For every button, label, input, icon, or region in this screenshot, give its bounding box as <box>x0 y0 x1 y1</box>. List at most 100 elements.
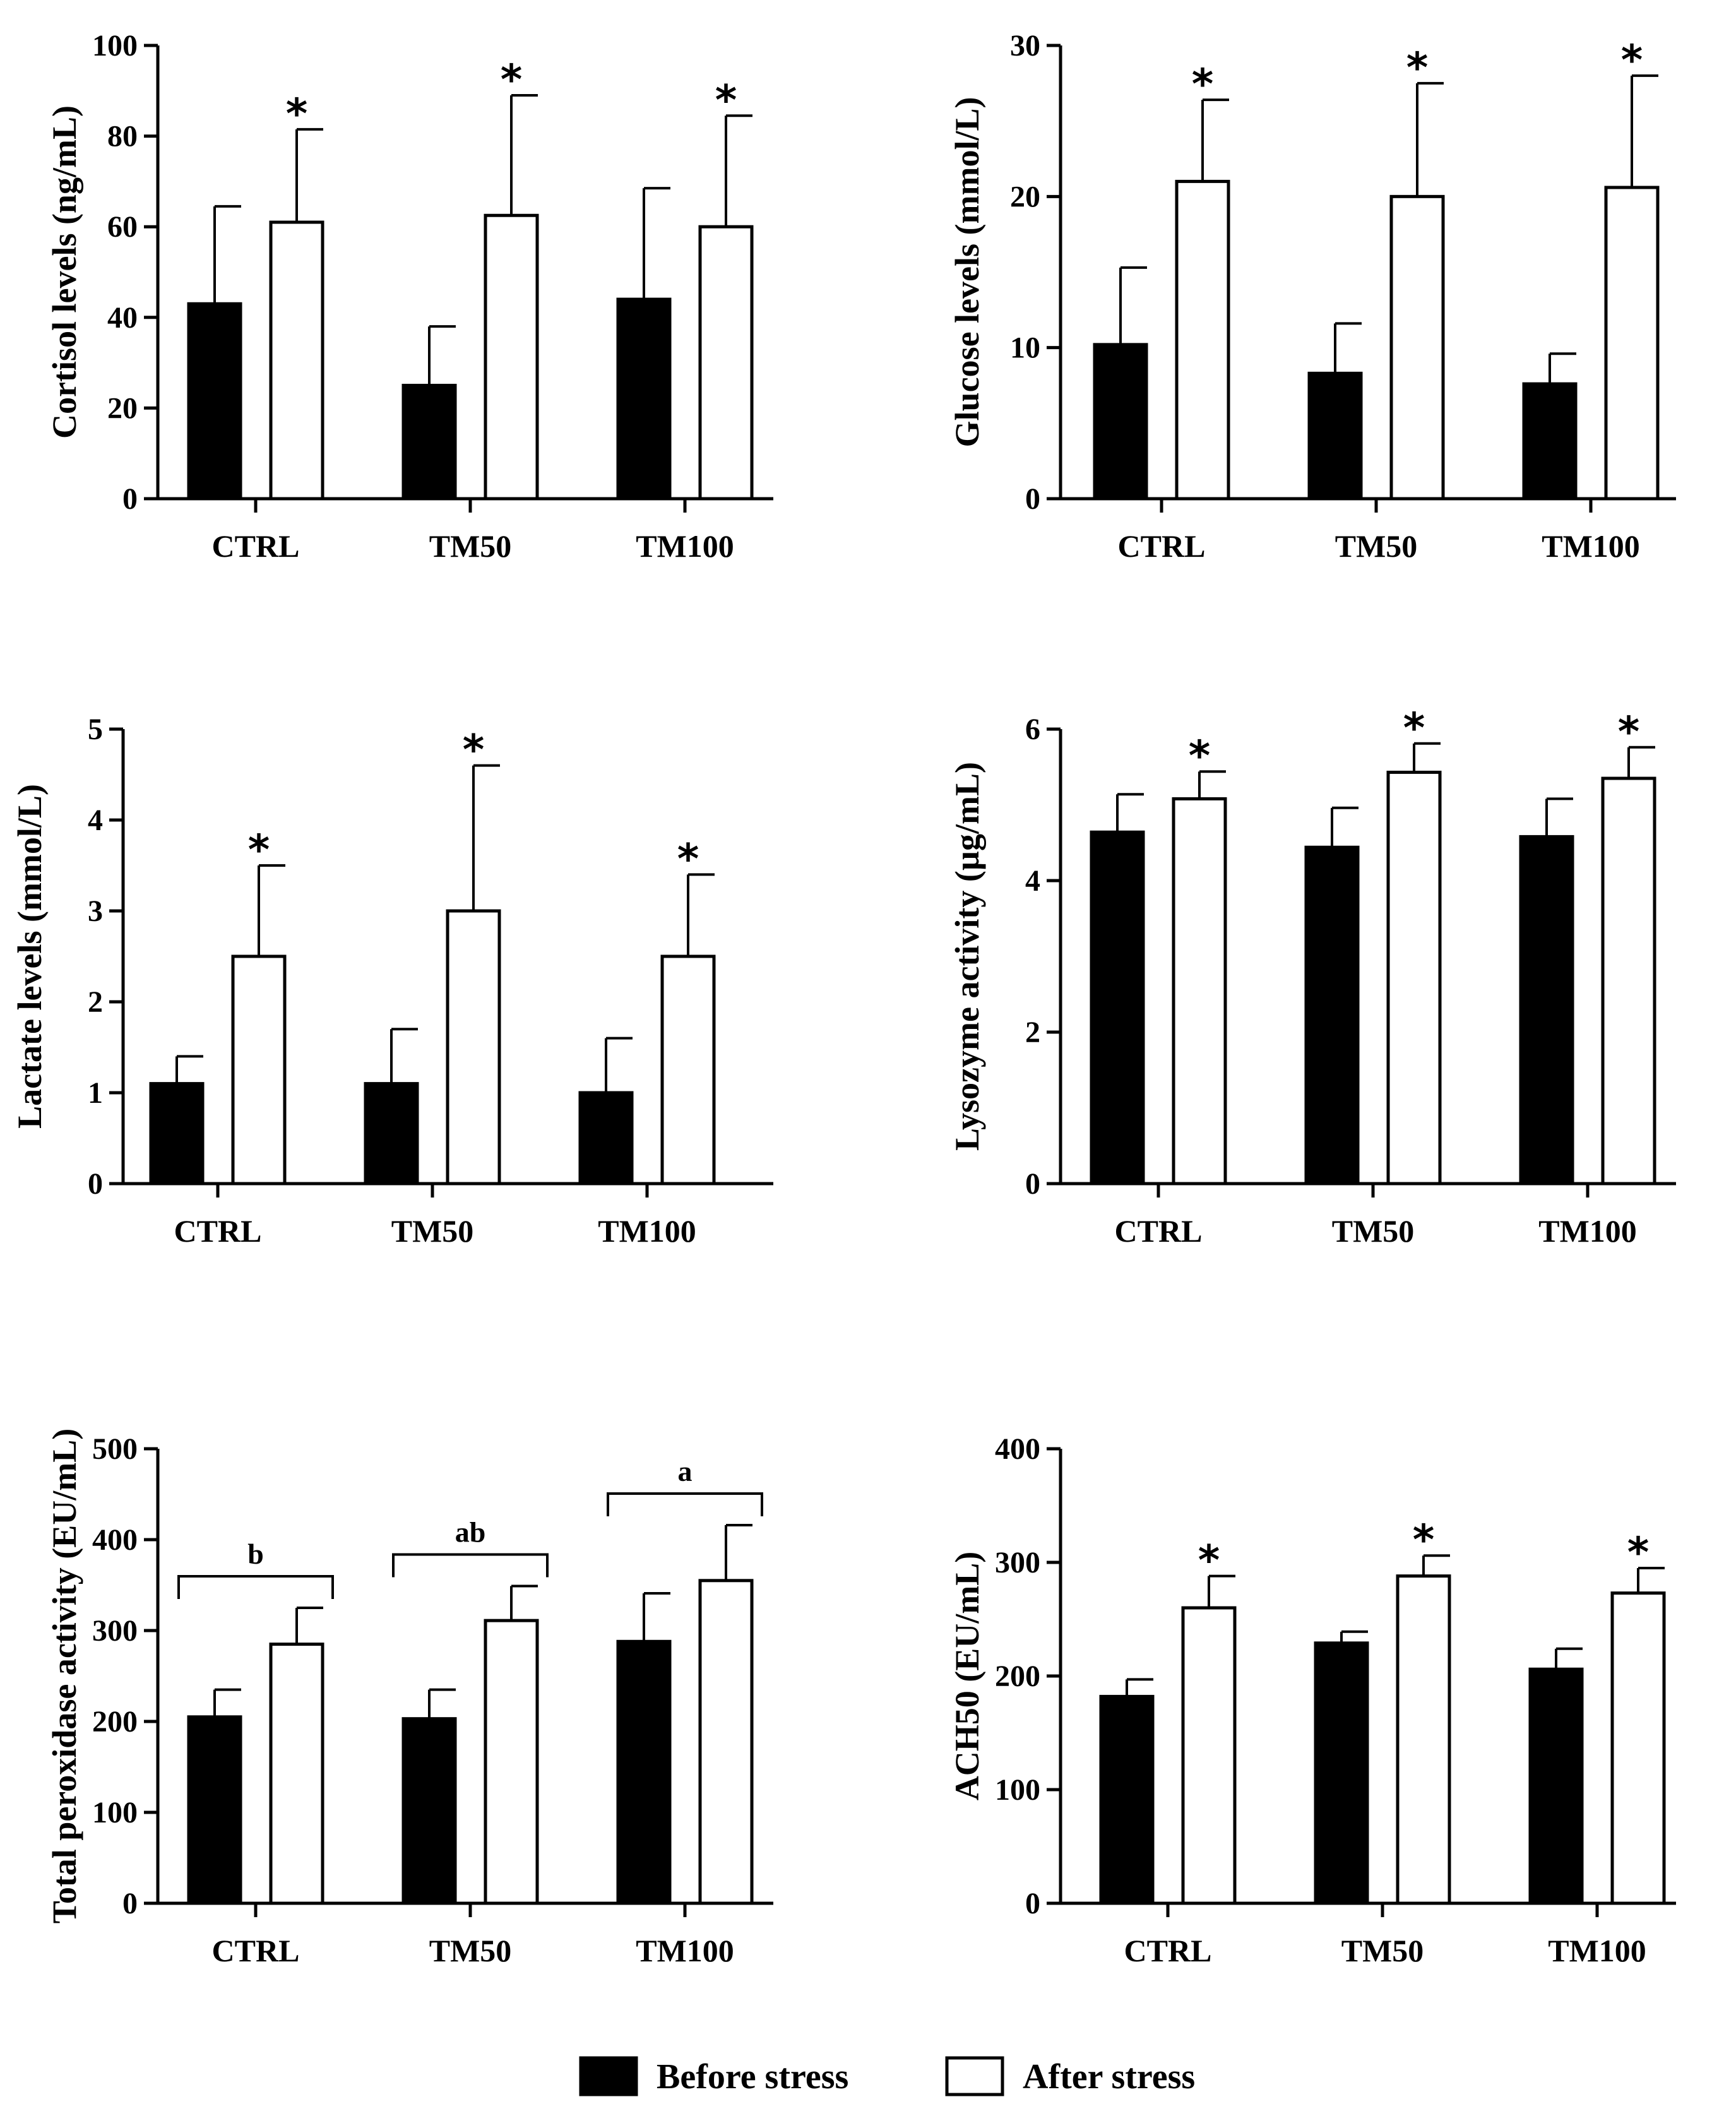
chart-panels: Cortisol levels (ng/mL)020406080100CTRL*… <box>11 29 1676 1968</box>
significance-marker: * <box>1621 36 1643 85</box>
y-tick-label: 100 <box>92 1796 138 1829</box>
y-tick-label: 20 <box>1010 180 1040 213</box>
y-tick-label: 300 <box>92 1614 138 1648</box>
bar-after-stress <box>1386 770 1442 1186</box>
chart-panel-2: Glucose levels (mmol/L) 0 10 20 30 CTRL * TM50 *… <box>948 29 1676 564</box>
chart-panel-1: Cortisol levels (ng/mL) 0 20 40 60 80 100 CTRL *… <box>45 29 773 564</box>
y-tick-label: 2 <box>88 985 103 1019</box>
x-category-label: TM50 <box>429 528 512 564</box>
legend: Before stress After stress <box>579 2056 1195 2096</box>
bar-before-stress <box>401 1717 457 1905</box>
bar-before-stress <box>1519 835 1574 1186</box>
bar-before-stress <box>149 1082 205 1186</box>
x-category-label: TM50 <box>1335 528 1418 564</box>
y-tick-label: 1 <box>88 1076 103 1110</box>
bar-after-stress <box>1175 179 1230 501</box>
significance-marker: * <box>1413 1516 1435 1564</box>
legend-swatch-before-stress <box>579 2056 638 2096</box>
bar-after-stress <box>1396 1574 1451 1905</box>
group-bracket <box>392 1553 549 1578</box>
y-tick-label: 3 <box>88 895 103 928</box>
y-axis-label: Cortisol levels (ng/mL) <box>45 105 83 439</box>
x-category-label: TM50 <box>429 1933 512 1968</box>
y-tick-label: 5 <box>88 713 103 746</box>
bar-before-stress <box>401 384 457 501</box>
chart-panel-3: Lactate levels (mmol/L) 0 1 2 3 4 5 CTRL * TM50 * T… <box>11 713 773 1249</box>
x-category-label: CTRL <box>174 1213 262 1249</box>
y-tick-label: 0 <box>122 482 138 516</box>
y-tick-label: 100 <box>995 1773 1040 1807</box>
legend-label-after-stress: After stress <box>1023 2057 1195 2096</box>
x-category-label: TM100 <box>636 1933 734 1968</box>
y-tick-label: 200 <box>92 1705 138 1739</box>
y-tick-label: 300 <box>995 1546 1040 1579</box>
y-tick-label: 500 <box>92 1432 138 1466</box>
significance-marker: * <box>1627 1528 1650 1577</box>
bar-after-stress <box>1181 1606 1237 1905</box>
y-tick-label: 0 <box>1025 1167 1040 1201</box>
y-tick-label: 0 <box>122 1887 138 1920</box>
significance-marker: * <box>463 726 485 775</box>
bar-before-stress <box>364 1082 419 1186</box>
x-category-label: CTRL <box>1115 1213 1203 1249</box>
y-tick-label: 0 <box>1025 1887 1040 1920</box>
x-category-label: TM100 <box>1548 1933 1646 1968</box>
bar-after-stress <box>698 1579 754 1905</box>
bar-after-stress <box>484 213 539 501</box>
bar-before-stress <box>616 297 672 501</box>
y-tick-label: 0 <box>1025 482 1040 516</box>
y-tick-label: 30 <box>1010 29 1040 62</box>
y-axis-label: Lysozyme activity (µg/mL) <box>948 762 986 1151</box>
y-tick-label: 100 <box>92 29 138 62</box>
y-tick-label: 6 <box>1025 713 1040 746</box>
x-category-label: TM100 <box>636 528 734 564</box>
y-tick-label: 200 <box>995 1660 1040 1693</box>
y-tick-label: 4 <box>1025 864 1040 898</box>
bar-after-stress <box>484 1619 539 1905</box>
group-bracket <box>607 1492 763 1516</box>
group-letter-label: b <box>247 1538 264 1570</box>
bar-after-stress <box>231 954 287 1186</box>
significance-marker: * <box>286 90 308 138</box>
bar-after-stress <box>1604 186 1660 501</box>
chart-panel-4: Lysozyme activity (µg/mL) 0 2 4 6 CTRL * TM50 * T… <box>948 704 1676 1249</box>
bar-after-stress <box>1610 1591 1666 1905</box>
bar-after-stress <box>446 909 501 1186</box>
bar-before-stress <box>1522 382 1578 501</box>
x-category-label: CTRL <box>212 1933 300 1968</box>
x-category-label: TM100 <box>1542 528 1640 564</box>
y-tick-label: 20 <box>107 391 138 425</box>
significance-marker: * <box>1406 44 1429 92</box>
significance-marker: * <box>715 76 737 124</box>
y-tick-label: 40 <box>107 301 138 335</box>
y-tick-label: 10 <box>1010 331 1040 365</box>
significance-marker: * <box>501 56 523 104</box>
y-tick-label: 60 <box>107 210 138 244</box>
y-axis-label: Total peroxidase activity (EU/mL) <box>45 1429 83 1923</box>
x-category-label: CTRL <box>1124 1933 1212 1968</box>
bar-after-stress <box>660 954 716 1186</box>
bar-after-stress <box>698 225 754 501</box>
bar-before-stress <box>187 1715 242 1905</box>
significance-marker: * <box>1198 1536 1220 1585</box>
bar-before-stress <box>187 302 242 501</box>
chart-panel-5: Total peroxidase activity (EU/mL) 0 100 200… <box>45 1429 773 1968</box>
significance-marker: * <box>1189 732 1211 780</box>
bar-before-stress <box>616 1639 672 1905</box>
x-category-label: CTRL <box>212 528 300 564</box>
group-letter-label: ab <box>455 1516 486 1548</box>
significance-marker: * <box>1192 60 1214 109</box>
y-tick-label: 80 <box>107 120 138 153</box>
significance-marker: * <box>1403 704 1425 752</box>
y-tick-label: 4 <box>88 804 103 837</box>
significance-marker: * <box>248 826 270 874</box>
significance-marker: * <box>677 835 699 883</box>
chart-panel-6: ACH50 (EU/mL) 0 100 200 300 400 CTRL * TM50 * TM10… <box>948 1432 1676 1968</box>
y-axis-label: ACH50 (EU/mL) <box>948 1552 986 1800</box>
group-bracket <box>177 1575 334 1599</box>
bar-before-stress <box>1307 371 1363 501</box>
bar-after-stress <box>269 1643 324 1905</box>
bar-before-stress <box>1090 830 1145 1186</box>
x-category-label: TM50 <box>1332 1213 1415 1249</box>
